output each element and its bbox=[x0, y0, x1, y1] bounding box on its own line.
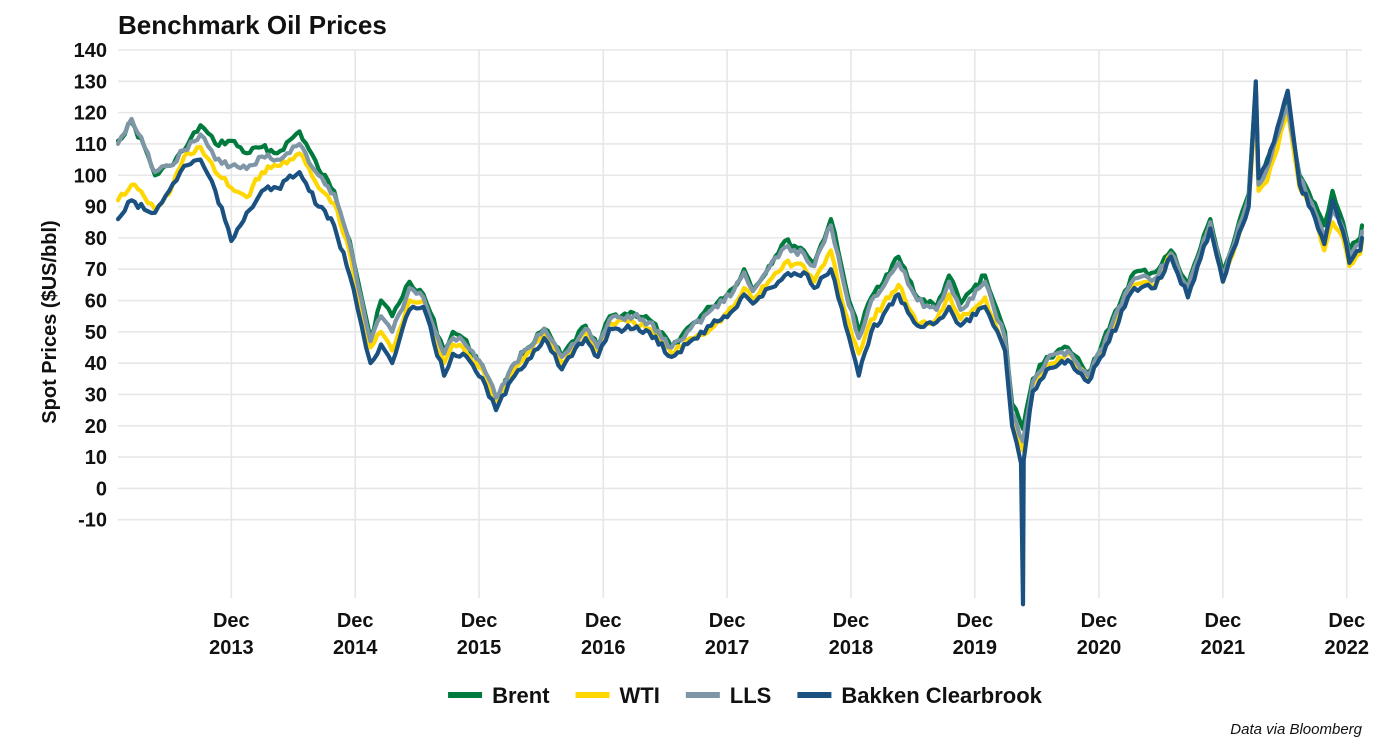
y-tick-label: 30 bbox=[85, 384, 107, 406]
x-tick-label: Dec 2014 bbox=[333, 610, 378, 659]
x-tick-month: Dec bbox=[833, 610, 870, 632]
series-line-bakken-clearbrook bbox=[115, 79, 1365, 607]
legend-label-lls: LLS bbox=[730, 683, 772, 708]
x-tick-month: Dec bbox=[1205, 610, 1242, 632]
y-tick-label: 80 bbox=[85, 228, 107, 250]
y-tick-label: 100 bbox=[74, 165, 107, 187]
y-tick-label: 130 bbox=[74, 71, 107, 93]
x-tick-year: 2017 bbox=[705, 637, 750, 659]
y-tick-label: 40 bbox=[85, 353, 107, 375]
y-axis-label: Spot Prices ($US/bbl) bbox=[39, 220, 61, 423]
y-tick-label: 20 bbox=[85, 416, 107, 438]
x-tick-year: 2021 bbox=[1201, 637, 1246, 659]
legend: Brent WTI LLS Bakken Clearbrook bbox=[448, 683, 1043, 708]
grid bbox=[118, 49, 1362, 598]
x-tick-month: Dec bbox=[709, 610, 746, 632]
x-tick-month: Dec bbox=[213, 610, 250, 632]
x-tick-year: 2013 bbox=[209, 637, 254, 659]
x-tick-label: Dec 2020 bbox=[1077, 610, 1122, 659]
x-tick-label: Dec 2018 bbox=[829, 610, 874, 659]
x-tick-label: Dec 2016 bbox=[581, 610, 626, 659]
y-tick-label: 0 bbox=[96, 478, 107, 500]
x-tick-month: Dec bbox=[1081, 610, 1118, 632]
source-caption: Data via Bloomberg bbox=[1230, 721, 1362, 738]
y-tick-label: 70 bbox=[85, 259, 107, 281]
y-tick-label: 10 bbox=[85, 447, 107, 469]
x-tick-label: Dec 2021 bbox=[1201, 610, 1246, 659]
y-tick-label: 90 bbox=[85, 197, 107, 219]
x-tick-year: 2020 bbox=[1077, 637, 1122, 659]
chart-title: Benchmark Oil Prices bbox=[118, 10, 387, 40]
series-group bbox=[115, 79, 1365, 607]
x-tick-month: Dec bbox=[461, 610, 498, 632]
y-tick-label: -10 bbox=[78, 510, 107, 532]
x-tick-year: 2014 bbox=[333, 637, 378, 659]
x-tick-label: Dec 2015 bbox=[457, 610, 502, 659]
series-line-lls bbox=[115, 91, 1365, 444]
x-tick-label: Dec 2019 bbox=[953, 610, 998, 659]
y-tick-label: 60 bbox=[85, 291, 107, 313]
x-tick-year: 2018 bbox=[829, 637, 874, 659]
x-tick-year: 2019 bbox=[953, 637, 998, 659]
y-tick-label: 50 bbox=[85, 322, 107, 344]
legend-label-wti: WTI bbox=[620, 683, 660, 708]
x-tick-year: 2016 bbox=[581, 637, 626, 659]
legend-label-bakken-clearbrook: Bakken Clearbrook bbox=[841, 683, 1042, 708]
x-tick-month: Dec bbox=[585, 610, 622, 632]
y-tick-label: 140 bbox=[74, 40, 107, 62]
x-axis-ticks: Dec 2013 Dec 2014 Dec 2015 Dec 2016 Dec 2017 Dec 20… bbox=[209, 610, 1369, 659]
x-tick-month: Dec bbox=[337, 610, 374, 632]
x-tick-label: Dec 2013 bbox=[209, 610, 254, 659]
x-tick-month: Dec bbox=[956, 610, 993, 632]
y-axis-ticks: -10 0 10 20 30 40 50 60 70 80 90 100 110 120 130 140 bbox=[74, 40, 107, 532]
x-tick-label: Dec 2022 bbox=[1324, 610, 1369, 659]
x-tick-month: Dec bbox=[1328, 610, 1365, 632]
y-tick-label: 120 bbox=[74, 103, 107, 125]
legend-label-brent: Brent bbox=[492, 683, 550, 708]
y-tick-label: 110 bbox=[75, 134, 107, 156]
x-tick-label: Dec 2017 bbox=[705, 610, 750, 659]
x-tick-year: 2015 bbox=[457, 637, 502, 659]
x-tick-year: 2022 bbox=[1324, 637, 1369, 659]
